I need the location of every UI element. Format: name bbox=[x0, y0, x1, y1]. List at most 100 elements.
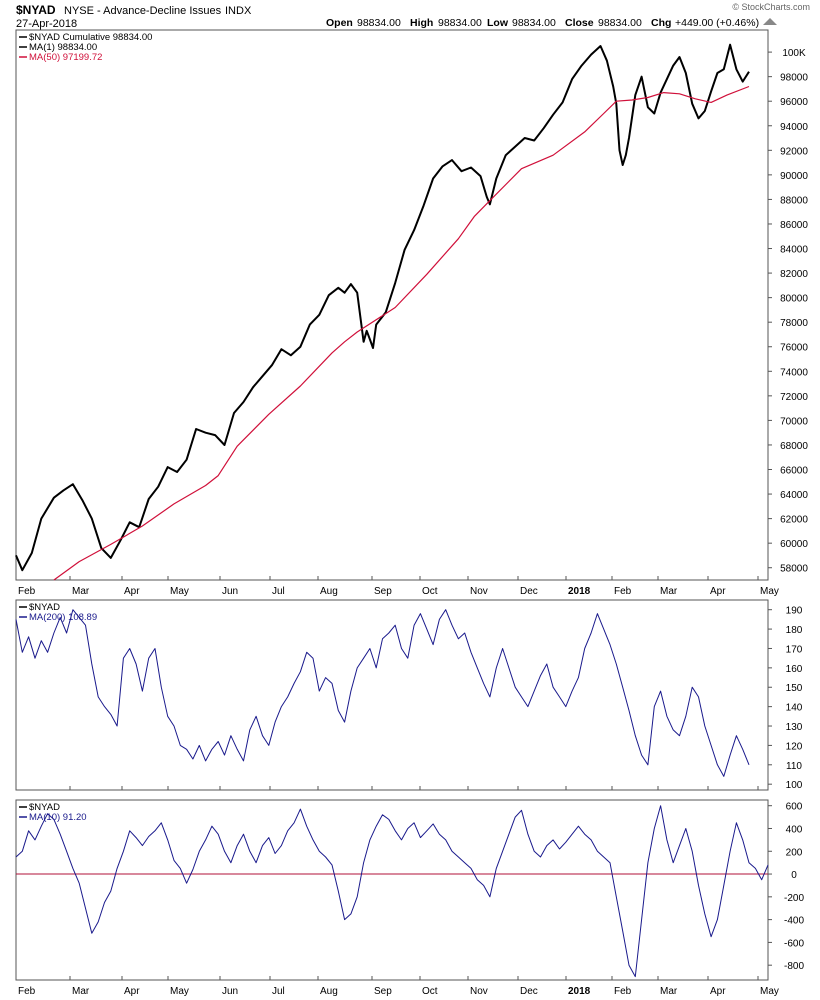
x-tick-label: Apr bbox=[710, 986, 726, 997]
x-tick-label: Jun bbox=[222, 986, 238, 997]
oscillator-frame bbox=[15, 799, 769, 981]
y-tick-label: 60000 bbox=[780, 539, 808, 550]
x-tick-label: 2018 bbox=[568, 586, 591, 597]
y-tick-label: 66000 bbox=[780, 466, 808, 477]
y-tick-label: 58000 bbox=[780, 564, 808, 575]
x-tick-label: Sep bbox=[374, 986, 392, 997]
y-tick-label: 150 bbox=[786, 683, 803, 694]
x-tick-label: 2018 bbox=[568, 986, 591, 997]
y-tick-label: 76000 bbox=[780, 343, 808, 354]
legend-label: MA(1) 98834.00 bbox=[29, 42, 97, 53]
x-tick-label: Aug bbox=[320, 986, 338, 997]
x-tick-label: May bbox=[170, 586, 189, 597]
open-label: Open bbox=[326, 17, 353, 29]
y-tick-label: -400 bbox=[784, 916, 804, 927]
y-tick-label: 82000 bbox=[780, 269, 808, 280]
y-tick-label: 72000 bbox=[780, 392, 808, 403]
y-tick-label: 170 bbox=[786, 644, 803, 655]
date-label: 27-Apr-2018 bbox=[16, 18, 77, 30]
y-tick-label: 190 bbox=[786, 606, 803, 617]
y-tick-label: 130 bbox=[786, 722, 803, 733]
oscillator-panel: 600 400 200 0 -200 -400 -600 -800 Feb Mar Apr May Ju… bbox=[15, 799, 804, 997]
series-line--nyad-cumulative bbox=[15, 43, 750, 572]
open-value: 98834.00 bbox=[357, 17, 401, 29]
close-value: 98834.00 bbox=[598, 17, 642, 29]
x-tick-label: Feb bbox=[18, 986, 36, 997]
breadth-panel: 100 110 120 130 140 150 160 170 180 190 $NYADMA(20… bbox=[15, 599, 803, 791]
y-tick-label: 120 bbox=[786, 741, 803, 752]
x-tick-label: May bbox=[760, 986, 779, 997]
x-tick-label: Jul bbox=[272, 986, 285, 997]
y-tick-label: 74000 bbox=[780, 367, 808, 378]
low-label: Low bbox=[487, 17, 509, 29]
legend-label: $NYAD Cumulative 98834.00 bbox=[29, 32, 152, 43]
legend-label: MA(50) 97199.72 bbox=[29, 52, 102, 63]
y-tick-label: 80000 bbox=[780, 294, 808, 305]
y-tick-label: -800 bbox=[784, 961, 804, 972]
collapse-triangle-icon[interactable] bbox=[763, 18, 777, 25]
y-tick-label: 64000 bbox=[780, 490, 808, 501]
x-tick-label: Feb bbox=[614, 586, 632, 597]
x-tick-label: Apr bbox=[124, 986, 140, 997]
y-tick-label: 96000 bbox=[780, 97, 808, 108]
y-tick-label: 0 bbox=[791, 870, 797, 881]
x-tick-label: Oct bbox=[422, 986, 438, 997]
x-tick-label: Dec bbox=[520, 586, 538, 597]
y-tick-label: 62000 bbox=[780, 515, 808, 526]
y-tick-label: 78000 bbox=[780, 318, 808, 329]
y-tick-label: 90000 bbox=[780, 171, 808, 182]
y-tick-label: 100K bbox=[782, 48, 806, 59]
series-line-ma-50- bbox=[53, 85, 750, 581]
exchange-label: INDX bbox=[225, 5, 252, 17]
x-tick-label: Dec bbox=[520, 986, 538, 997]
chg-label: Chg bbox=[651, 17, 671, 29]
x-tick-label: Apr bbox=[124, 586, 140, 597]
low-value: 98834.00 bbox=[512, 17, 556, 29]
x-tick-label: Jul bbox=[272, 586, 285, 597]
y-tick-label: 600 bbox=[786, 802, 803, 813]
y-tick-label: 70000 bbox=[780, 416, 808, 427]
y-tick-label: 86000 bbox=[780, 220, 808, 231]
y-tick-label: 100 bbox=[786, 780, 803, 791]
y-tick-label: 400 bbox=[786, 824, 803, 835]
watermark-label: © StockCharts.com bbox=[732, 2, 810, 12]
description-label: NYSE - Advance-Decline Issues bbox=[64, 5, 222, 17]
y-tick-label: 92000 bbox=[780, 146, 808, 157]
chg-value: +449.00 (+0.46%) bbox=[675, 17, 759, 29]
y-tick-label: 110 bbox=[786, 761, 802, 772]
legend-label: MA(10) 91.20 bbox=[29, 812, 87, 823]
x-tick-label: Sep bbox=[374, 586, 392, 597]
y-tick-label: 88000 bbox=[780, 195, 808, 206]
x-tick-label: Nov bbox=[470, 986, 488, 997]
x-tick-label: Feb bbox=[614, 986, 632, 997]
legend-label: MA(200) 108.89 bbox=[29, 612, 97, 623]
y-tick-label: 140 bbox=[786, 703, 803, 714]
x-tick-label: Nov bbox=[470, 586, 488, 597]
price-frame bbox=[15, 29, 769, 581]
y-tick-label: 98000 bbox=[780, 73, 808, 84]
legend-label: $NYAD bbox=[29, 602, 60, 613]
series-line-ma-200- bbox=[15, 609, 750, 777]
x-tick-label: May bbox=[170, 986, 189, 997]
x-tick-label: Mar bbox=[660, 986, 678, 997]
y-tick-label: 160 bbox=[786, 664, 803, 675]
x-tick-label: Mar bbox=[72, 586, 90, 597]
breadth-frame bbox=[15, 599, 769, 791]
high-value: 98834.00 bbox=[438, 17, 482, 29]
symbol-label: $NYAD bbox=[16, 3, 56, 17]
y-tick-label: -600 bbox=[784, 938, 804, 949]
y-tick-label: -200 bbox=[784, 893, 804, 904]
legend-label: $NYAD bbox=[29, 802, 60, 813]
y-tick-label: 84000 bbox=[780, 245, 808, 256]
x-tick-label: Aug bbox=[320, 586, 338, 597]
x-tick-label: Oct bbox=[422, 586, 438, 597]
y-tick-label: 94000 bbox=[780, 122, 808, 133]
series-line-ma-10- bbox=[15, 805, 769, 978]
x-tick-label: May bbox=[760, 586, 779, 597]
high-label: High bbox=[410, 17, 433, 29]
price-panel: 58000 60000 62000 64000 66000 68000 70000 72000… bbox=[15, 29, 808, 597]
y-tick-label: 180 bbox=[786, 625, 803, 636]
x-tick-label: Apr bbox=[710, 586, 726, 597]
y-tick-label: 68000 bbox=[780, 441, 808, 452]
x-tick-label: Mar bbox=[660, 586, 678, 597]
